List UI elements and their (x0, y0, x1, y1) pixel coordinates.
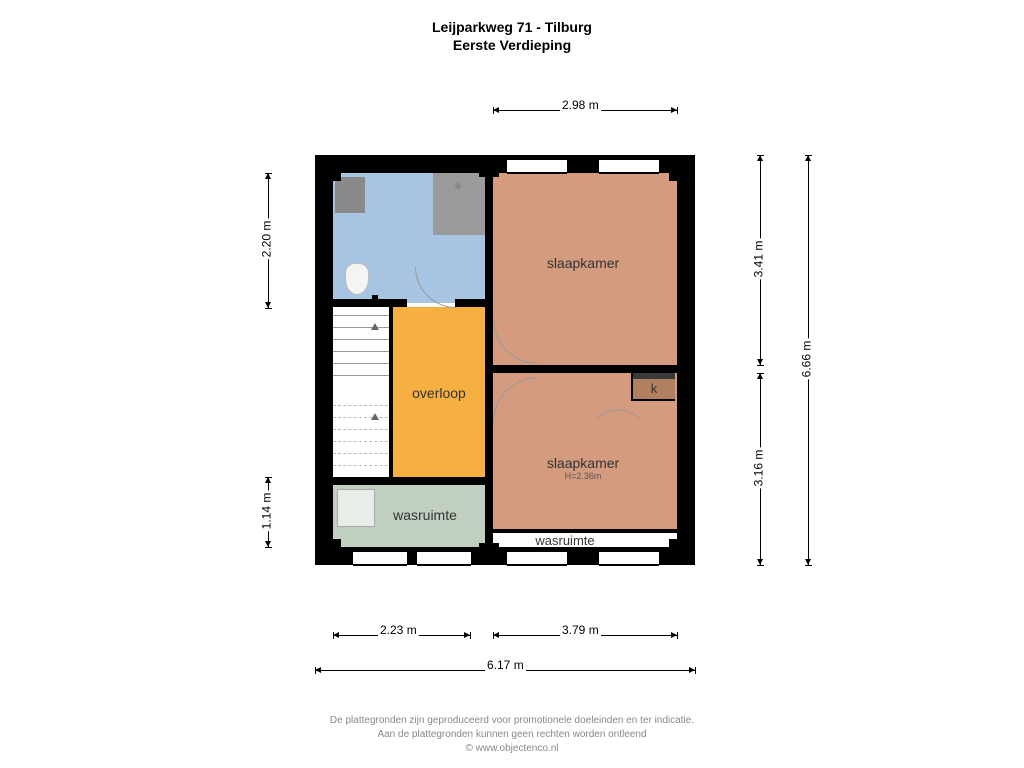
stair-arrow-up-icon (371, 323, 379, 330)
stair-step (333, 441, 393, 442)
tick (757, 365, 764, 366)
tick (493, 107, 494, 114)
tick (695, 667, 696, 674)
dim-left-1-label: 1.14 m (259, 491, 273, 532)
label-overloop: overloop (403, 385, 475, 401)
wall-interior-vert (485, 173, 493, 547)
footer-line2: Aan de plattegronden kunnen geen rechten… (0, 728, 1024, 742)
corner-pier (315, 539, 341, 565)
dim-bottom-inner-2-label: 3.79 m (560, 623, 601, 637)
stair-arrow-down-icon (371, 413, 379, 420)
label-slaapkamer2: slaapkamer H=2.36m (523, 455, 643, 481)
wall-ext-right (677, 155, 695, 565)
stair-step (333, 429, 393, 430)
wall-small (372, 295, 378, 307)
tick (265, 308, 272, 309)
wall-closet-left (631, 373, 633, 401)
footer-line3: © www.objectenco.nl (0, 742, 1024, 756)
stair-step (333, 315, 393, 316)
dim-bottom-inner-1-label: 2.23 m (378, 623, 419, 637)
window (599, 550, 659, 566)
stair-step (333, 453, 393, 454)
tick (805, 565, 812, 566)
washer-icon (337, 489, 375, 527)
stair-step (333, 417, 393, 418)
shower-drain (455, 183, 461, 189)
label-closet: k (645, 381, 663, 396)
tick (677, 107, 678, 114)
page: Leijparkweg 71 - Tilburg Eerste Verdiepi… (0, 0, 1024, 768)
tick (493, 632, 494, 639)
wall-interior-wasruimte-top (333, 477, 489, 485)
stair-step (333, 339, 393, 340)
tick (265, 477, 272, 478)
room-stairs-area (333, 303, 393, 478)
window (417, 550, 471, 566)
window (507, 158, 567, 174)
corner-pier (669, 155, 695, 181)
tick (315, 667, 316, 674)
dim-top-label: 2.98 m (560, 98, 601, 112)
tick (757, 373, 764, 374)
tick (265, 173, 272, 174)
dim-bottom-outer-label: 6.17 m (485, 658, 526, 672)
corner-pier (669, 539, 695, 565)
stair-step (333, 465, 393, 466)
wall-interior-overloop-left (389, 303, 393, 479)
corner-pier (315, 155, 341, 181)
floorplan: slaapkamer slaapkamer H=2.36m overloop w… (315, 155, 695, 565)
wall-interior-bath-bottom-r (455, 299, 485, 307)
toilet-icon (345, 263, 369, 295)
footer-line1: De plattegronden zijn geproduceerd voor … (0, 714, 1024, 728)
stair-step (333, 375, 393, 376)
tick (265, 547, 272, 548)
label-wasruimte: wasruimte (375, 507, 475, 523)
label-wasruimte2: wasruimte (515, 533, 615, 548)
footer: De plattegronden zijn geproduceerd voor … (0, 714, 1024, 756)
tick (333, 632, 334, 639)
label-slaapkamer1: slaapkamer (523, 255, 643, 271)
tick (805, 155, 812, 156)
stair-step (333, 405, 393, 406)
stair-step (333, 363, 393, 364)
mid-pier-bottom (479, 543, 499, 565)
wall-interior-bath-bottom (333, 299, 407, 307)
cabinet (335, 177, 365, 213)
dim-right-inner-1-label: 3.41 m (751, 239, 765, 280)
label-slaapkamer2-sub: H=2.36m (523, 471, 643, 481)
tick (757, 155, 764, 156)
dim-right-inner-2-label: 3.16 m (751, 448, 765, 489)
title-line1: Leijparkweg 71 - Tilburg (0, 18, 1024, 36)
tick (757, 565, 764, 566)
tick (677, 632, 678, 639)
mid-pier-top (479, 155, 499, 177)
stair-step (333, 327, 393, 328)
title-line2: Eerste Verdieping (0, 36, 1024, 54)
wall-ext-left (315, 155, 333, 565)
wall-interior-horiz-mid (493, 365, 677, 373)
window (599, 158, 659, 174)
stair-step (333, 351, 393, 352)
window (353, 550, 407, 566)
title: Leijparkweg 71 - Tilburg Eerste Verdiepi… (0, 18, 1024, 54)
tick (470, 632, 471, 639)
wall-closet-bottom (633, 399, 675, 401)
dim-left-2-label: 2.20 m (259, 219, 273, 260)
window (507, 550, 567, 566)
label-slaapkamer2-text: slaapkamer (547, 455, 619, 471)
dim-right-outer-label: 6.66 m (799, 339, 813, 380)
